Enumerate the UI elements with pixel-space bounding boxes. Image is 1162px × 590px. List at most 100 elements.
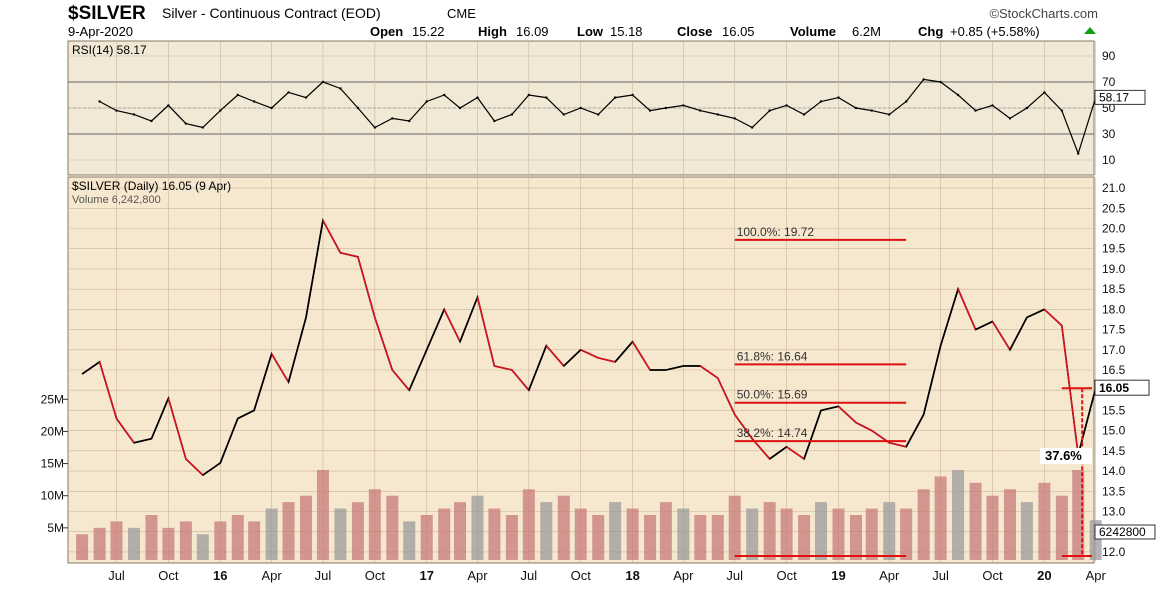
- price-tick-label: 14.5: [1102, 444, 1126, 458]
- x-tick-label: Apr: [673, 568, 694, 583]
- volume-bar: [798, 515, 811, 560]
- rsi-point: [201, 126, 205, 129]
- volume-bar: [728, 495, 741, 560]
- price-tick-label: 21.0: [1102, 181, 1126, 195]
- volume-bar: [488, 508, 501, 560]
- rsi-point: [991, 104, 994, 107]
- price-segment: [81, 361, 101, 375]
- price-segment: [563, 349, 582, 367]
- price-current-tag-box: [1094, 379, 1150, 396]
- price-axis: 21.0 20.5 20.0 19.5 19.0 18.5 18.0 17.5 17.0 16.5…: [1102, 181, 1126, 559]
- price-segment: [769, 446, 788, 460]
- rsi-point: [1008, 117, 1012, 120]
- rsi-point: [184, 122, 188, 125]
- rsi-point: [854, 106, 858, 110]
- price-segment: [459, 296, 479, 342]
- price-series: [81, 217, 1097, 477]
- price-segment: [511, 369, 530, 391]
- ohlc-summary: Open 15.22 High 16.09 Low 15.18 Close 16…: [370, 24, 1096, 39]
- volume-tick-label: 5M: [47, 521, 64, 535]
- rsi-point: [373, 126, 377, 129]
- volume-current-tag: 6242800: [1094, 524, 1156, 540]
- x-tick-label: 16: [213, 568, 227, 583]
- rsi-point: [425, 100, 428, 103]
- price-segment: [443, 309, 461, 343]
- volume-bar: [127, 527, 140, 560]
- rsi-point: [458, 106, 462, 110]
- price-segment: [1061, 325, 1080, 455]
- price-segment: [717, 377, 736, 415]
- volume-bar: [746, 508, 759, 560]
- price-segment: [1077, 387, 1097, 456]
- rsi-point: [304, 96, 308, 99]
- volume-tick-label: 10M: [41, 489, 64, 503]
- rsi-point: [682, 104, 685, 107]
- volume-bar: [711, 515, 724, 560]
- rsi-point: [699, 109, 702, 112]
- rsi-point: [579, 106, 582, 110]
- price-segment: [545, 345, 565, 367]
- rsi-legend: RSI(14) 58.17: [72, 43, 147, 57]
- price-segment: [237, 409, 255, 420]
- volume-current-value: 6242800: [1099, 525, 1146, 539]
- rsi-point: [648, 109, 652, 112]
- chg-label: Chg: [918, 24, 943, 39]
- rsi-point: [597, 113, 600, 116]
- volume-current-tag-box: [1094, 524, 1156, 540]
- open-label: Open: [370, 24, 403, 39]
- volume-value: 6.2M: [852, 24, 881, 39]
- price-segment: [494, 365, 513, 371]
- x-tick-label: Apr: [467, 568, 488, 583]
- rsi-point: [391, 117, 394, 120]
- price-segment: [1043, 308, 1063, 327]
- rsi-point: [1025, 106, 1029, 110]
- volume-bar: [969, 482, 982, 560]
- x-tick-label: 18: [625, 568, 639, 583]
- decline-annotation-box: [1040, 448, 1092, 464]
- volume-bar: [1003, 489, 1016, 560]
- volume-bar: [179, 521, 192, 560]
- price-segment: [699, 365, 719, 379]
- rsi-point: [939, 80, 942, 84]
- price-segment: [425, 309, 445, 351]
- volume-bar: [1020, 502, 1033, 560]
- price-segment: [115, 418, 135, 444]
- volume-bar: [917, 489, 930, 560]
- close-label: Close: [677, 24, 712, 39]
- volume-bar: [1055, 495, 1068, 560]
- price-tick-label: 12.0: [1102, 545, 1126, 559]
- volume-bar: [574, 508, 587, 560]
- low-label: Low: [577, 24, 604, 39]
- volume-bar: [986, 495, 999, 560]
- x-tick-label: Jul: [521, 568, 538, 583]
- volume-bar: [471, 495, 484, 560]
- rsi-point: [870, 109, 873, 112]
- price-segment: [305, 220, 324, 318]
- rsi-point: [476, 96, 479, 99]
- fib-label: 50.0%: 15.69: [737, 388, 808, 402]
- close-value: 16.05: [722, 24, 755, 39]
- rsi-point: [287, 91, 290, 94]
- price-segment: [598, 357, 616, 363]
- price-segment: [357, 256, 376, 318]
- x-tick-label: 20: [1037, 568, 1051, 583]
- price-segment: [803, 410, 822, 460]
- price-segment: [1009, 317, 1028, 351]
- rsi-point: [1077, 152, 1080, 155]
- high-label: High: [478, 24, 507, 39]
- rsi-series: [98, 78, 1097, 156]
- volume-bar: [592, 515, 605, 560]
- volume-bar: [145, 515, 158, 560]
- volume-bar: [316, 470, 329, 560]
- volume-bar: [438, 508, 451, 560]
- volume-label: Volume: [790, 24, 836, 39]
- price-segment: [734, 414, 753, 440]
- rsi-point: [956, 93, 960, 97]
- price-tick-label: 20.5: [1102, 201, 1126, 215]
- volume-bar: [609, 502, 622, 560]
- rsi-point: [837, 96, 840, 99]
- price-tick-label: 17.0: [1102, 343, 1126, 357]
- rsi-point: [132, 113, 136, 116]
